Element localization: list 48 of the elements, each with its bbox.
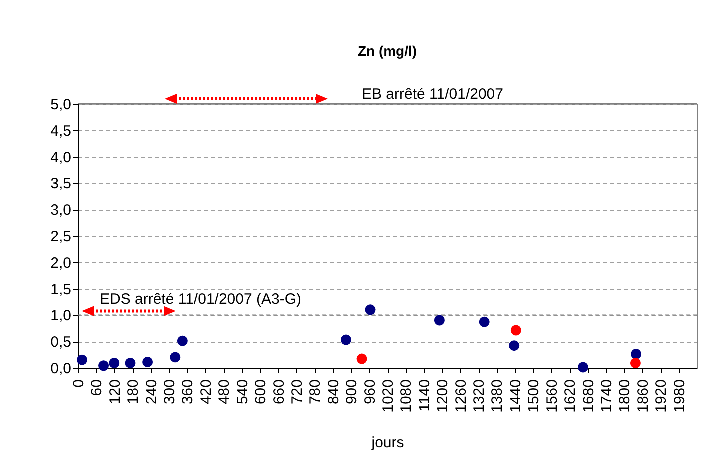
x-tick-label: 1980 [671,380,688,413]
y-tick-label: 1,5 [50,281,72,298]
chart-title: Zn (mg/l) [358,43,418,59]
x-tick-label: 480 [216,380,234,405]
x-tick-label: 1500 [526,380,543,413]
x-tick-label: 540 [234,380,252,405]
x-tick-label: 360 [180,380,197,405]
y-tick-label: 2,5 [50,228,72,246]
x-tick-label: 1740 [598,380,616,413]
x-tick-label: 1680 [580,380,598,413]
x-tick-label: 300 [162,380,179,405]
x-tick-label: 1440 [507,380,524,413]
x-tick-label: 780 [307,380,324,405]
x-tick-label: 1320 [471,380,488,413]
x-tick-label: 720 [288,380,306,405]
x-tick-label: 1920 [653,380,670,413]
x-tick-label: 660 [270,380,288,405]
x-tick-label: 180 [125,380,142,405]
y-tick-label: 0,5 [50,334,72,352]
x-tick-label: 1200 [434,380,452,413]
x-tick-label: 420 [198,380,215,405]
x-tick-label: 960 [362,380,379,405]
x-tick-label: 120 [106,380,124,405]
ref-line-label: EB arrêté 11/01/2007 [362,86,504,103]
x-tick-label: 900 [344,380,361,405]
y-tick-label: 3,5 [50,176,72,193]
x-tick-label: 1260 [452,380,470,413]
x-tick-label: 60 [88,380,106,396]
x-tick-label: 1620 [562,380,580,413]
y-tick-label: 3,0 [50,202,72,220]
x-tick-label: 240 [143,380,160,405]
y-tick-label: 4,5 [50,122,72,140]
x-tick-label: 1080 [398,380,416,413]
x-tick-label: 1800 [616,380,634,413]
x-tick-label: 1020 [380,380,397,413]
y-tick-label: 1,0 [50,308,72,325]
y-tick-label: 0,0 [50,360,72,378]
x-tick-label: 840 [325,380,342,405]
y-tick-label: 5,0 [50,96,72,114]
x-tick-label: 1560 [544,380,561,413]
x-tick-label: 1380 [489,380,506,413]
x-tick-label: 0 [70,380,88,388]
x-tick-label: 1140 [416,380,434,412]
ref-line-label: EDS arrêté 11/01/2007 (A3-G) [100,291,302,308]
x-tick-label: 600 [252,380,270,405]
y-tick-label: 2,0 [50,254,72,272]
y-tick-label: 4,0 [50,149,72,166]
x-tick-label: 1860 [634,380,652,413]
